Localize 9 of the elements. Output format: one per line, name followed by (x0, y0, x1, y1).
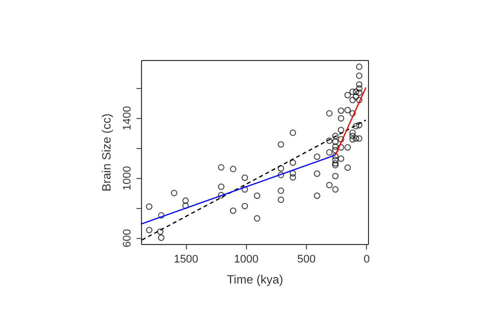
x-tick-label: 1500 (174, 254, 198, 266)
y-tick-label: 600 (122, 229, 134, 248)
x-tick-label: 0 (364, 254, 370, 266)
y-axis-title: Brain Size (cc) (100, 113, 114, 192)
x-axis-title: Time (kya) (226, 272, 284, 286)
y-tick-label: 1000 (122, 166, 134, 190)
x-tick-label: 1000 (234, 254, 259, 266)
x-tick-label: 500 (297, 254, 316, 266)
y-tick-label: 1400 (122, 106, 134, 130)
